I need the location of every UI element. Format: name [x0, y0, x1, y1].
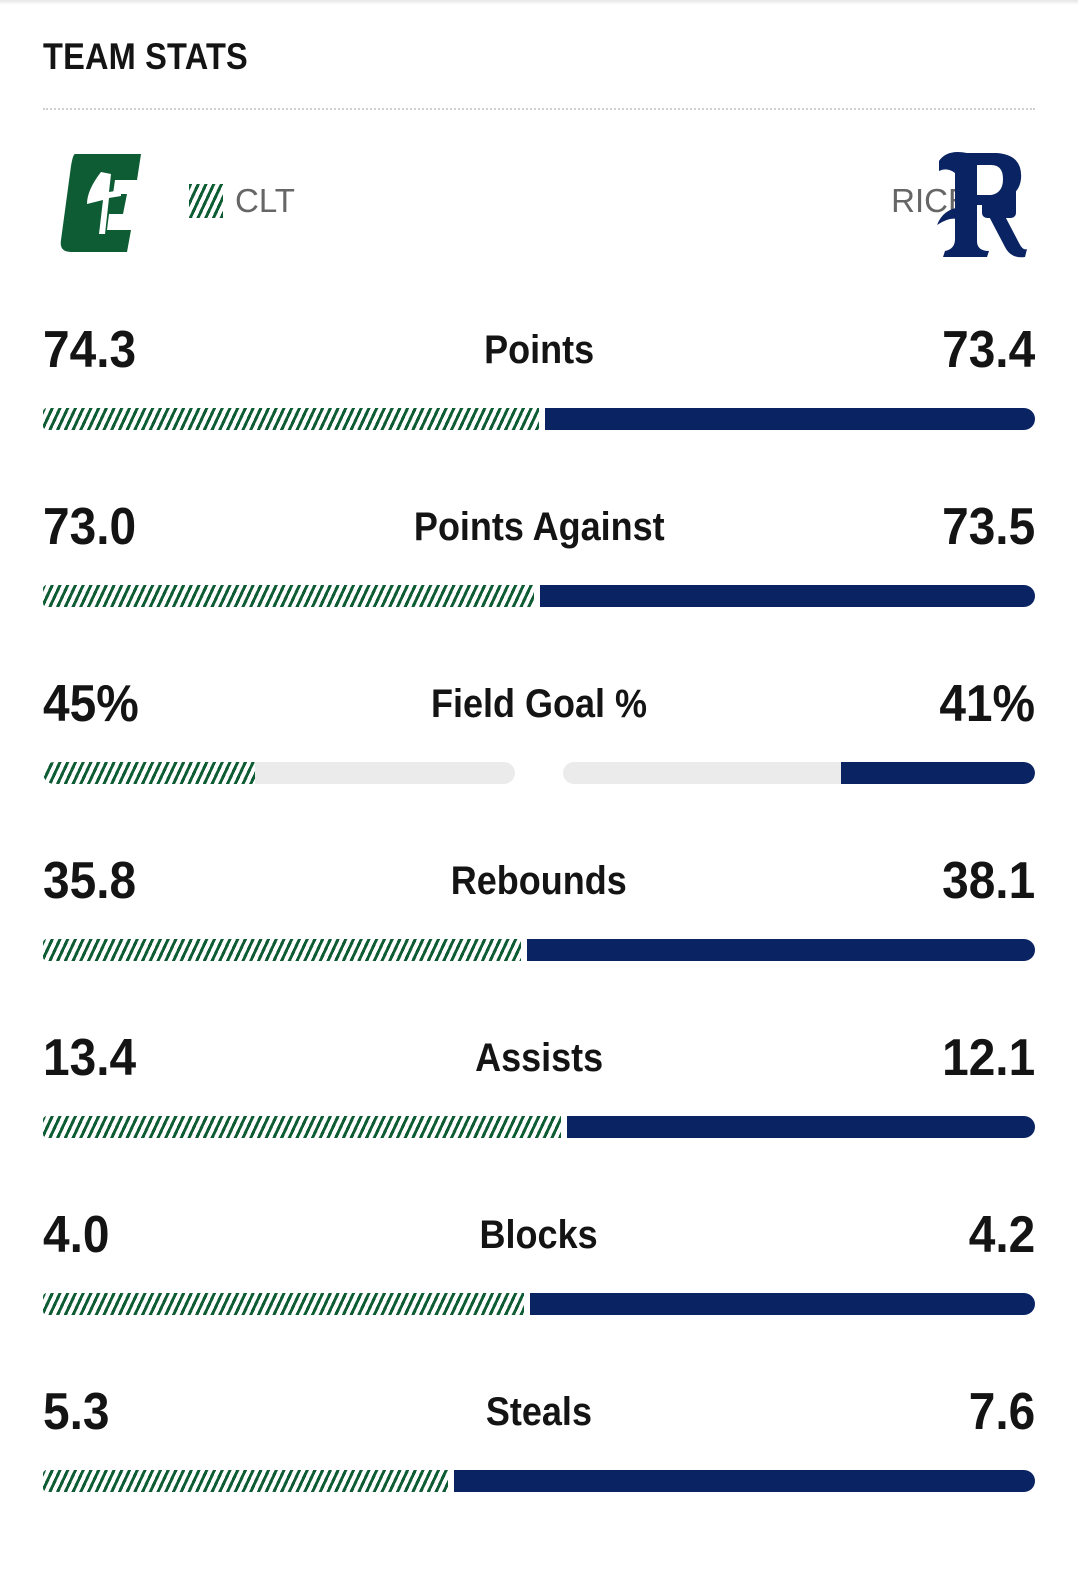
bar-fill-left	[43, 1116, 561, 1138]
bar-fill-right	[527, 939, 1035, 961]
stat-row: 35.8 Rebounds 38.1	[43, 853, 1035, 983]
bar-fill-right	[540, 585, 1035, 607]
bar-fill-right	[545, 408, 1035, 430]
stat-value-right: 41%	[939, 675, 1035, 733]
stat-row: 74.3 Points 73.4	[43, 322, 1035, 452]
stat-label: Blocks	[43, 1207, 1035, 1263]
bar-fill-right	[530, 1293, 1035, 1315]
stat-row: 13.4 Assists 12.1	[43, 1030, 1035, 1160]
dotted-divider	[43, 108, 1035, 110]
stat-label-text: Rebounds	[450, 859, 627, 903]
stat-row: 4.0 Blocks 4.2	[43, 1207, 1035, 1337]
comparison-bar	[43, 408, 1035, 430]
comparison-bar	[43, 1470, 1035, 1492]
charlotte-logo-icon[interactable]	[57, 150, 143, 256]
stat-label-text: Steals	[485, 1390, 593, 1434]
stat-value-right: 38.1	[941, 852, 1035, 910]
comparison-bar	[43, 1116, 1035, 1138]
stat-value-right: 12.1	[941, 1029, 1035, 1087]
stat-label: Field Goal %	[43, 676, 1035, 732]
bar-fill-right	[567, 1116, 1035, 1138]
top-shadow	[0, 0, 1078, 5]
stat-label-text: Points	[483, 328, 594, 372]
bar-fill-left	[43, 762, 256, 784]
stat-label: Points Against	[43, 499, 1035, 555]
stat-row: 73.0 Points Against 73.5	[43, 499, 1035, 629]
clt-hatched-swatch-icon	[189, 184, 223, 218]
bar-fill-right	[841, 762, 1035, 784]
stat-label: Assists	[43, 1030, 1035, 1086]
comparison-bar	[43, 762, 1035, 784]
bar-fill-left	[43, 939, 521, 961]
stat-value-left: 45%	[43, 675, 139, 733]
stat-row: 45% Field Goal % 41%	[43, 676, 1035, 806]
team-abbr-left: CLT	[235, 182, 295, 219]
bar-fill-left	[43, 585, 534, 607]
stat-label: Steals	[43, 1384, 1035, 1440]
team-key-left: CLT	[189, 181, 295, 221]
stat-value-right: 4.2	[968, 1206, 1035, 1264]
stat-label: Rebounds	[43, 853, 1035, 909]
bar-fill-left	[43, 408, 539, 430]
stat-label-text: Field Goal %	[430, 682, 648, 726]
rice-logo-icon[interactable]	[933, 147, 1027, 259]
bar-fill-left	[43, 1293, 524, 1315]
bar-fill-left	[43, 1470, 448, 1492]
stat-value-right: 7.6	[968, 1383, 1035, 1441]
stat-value-left: 74.3	[43, 321, 137, 379]
stat-row: 5.3 Steals 7.6	[43, 1384, 1035, 1514]
stat-value-left: 73.0	[43, 498, 137, 556]
comparison-bar	[43, 1293, 1035, 1315]
stat-label-text: Blocks	[479, 1213, 599, 1257]
comparison-bar	[43, 939, 1035, 961]
stat-value-right: 73.4	[941, 321, 1035, 379]
section-title: TEAM STATS	[43, 36, 248, 77]
stat-value-left: 35.8	[43, 852, 137, 910]
bar-fill-right	[454, 1470, 1035, 1492]
stat-value-right: 73.5	[941, 498, 1035, 556]
stat-value-left: 13.4	[43, 1029, 137, 1087]
comparison-bar	[43, 585, 1035, 607]
bar-track-left	[43, 762, 515, 784]
stat-label-text: Assists	[474, 1036, 604, 1080]
stat-value-left: 4.0	[43, 1206, 110, 1264]
stat-label-text: Points Against	[413, 505, 665, 549]
stat-label: Points	[43, 322, 1035, 378]
bar-track-right	[563, 762, 1035, 784]
stat-value-left: 5.3	[43, 1383, 110, 1441]
